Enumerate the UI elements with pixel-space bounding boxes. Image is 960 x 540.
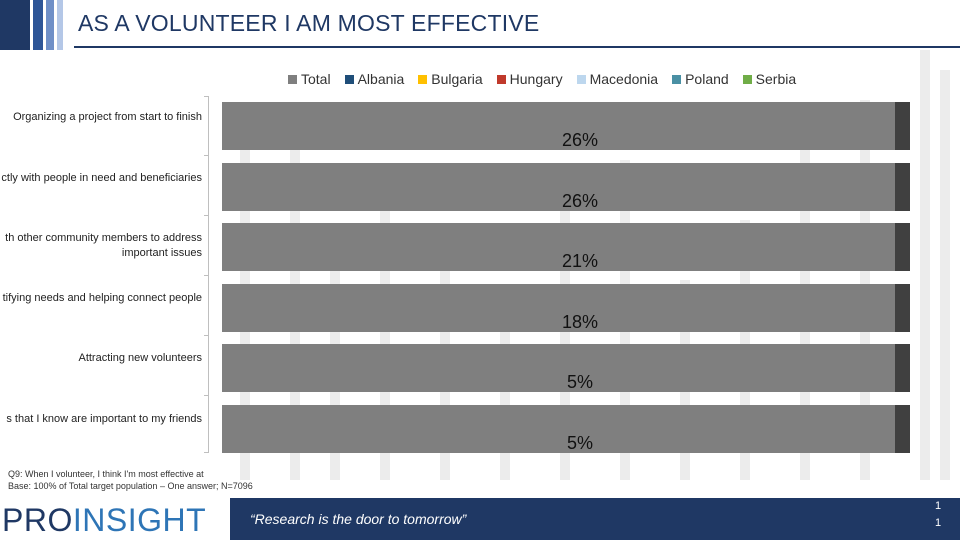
category-label: s that I know are important to my friend…	[6, 413, 202, 425]
legend-item: Albania	[344, 70, 405, 88]
bar-total	[222, 284, 895, 332]
category-label: Attracting new volunteers	[78, 352, 202, 364]
logo-text-pro: PRO	[2, 502, 73, 538]
bar-segment-end	[895, 405, 910, 453]
legend-swatch	[496, 74, 506, 84]
legend-label: Poland	[685, 71, 729, 87]
category-label: Organizing a project from start to finis…	[13, 111, 202, 123]
axis-tick	[204, 395, 209, 396]
axis-tick	[204, 275, 209, 276]
tagline: “Research is the door to tomorrow”	[250, 511, 467, 527]
corner-accent	[46, 0, 54, 50]
legend-swatch	[288, 74, 297, 84]
legend-item: Macedonia	[576, 70, 659, 88]
logo-text-insight: INSIGHT	[72, 502, 207, 538]
question-note: Q9: When I volunteer, I think I'm most e…	[8, 469, 204, 479]
bar-segment-end	[895, 284, 910, 332]
legend-swatch	[418, 74, 428, 84]
legend-item: Serbia	[742, 70, 797, 88]
legend-label: Macedonia	[589, 71, 659, 87]
category-axis	[208, 96, 209, 452]
bar-total	[222, 223, 895, 271]
category-label: tifying needs and helping connect people	[2, 292, 202, 304]
bar-segment-end	[895, 102, 910, 150]
page-title: AS A VOLUNTEER I AM MOST EFFECTIVE	[78, 10, 540, 36]
legend-item: Poland	[672, 70, 729, 88]
bar-total	[222, 163, 895, 211]
page-number: 1	[934, 500, 942, 512]
bar-segment-end	[895, 223, 910, 271]
data-label: 26%	[561, 130, 599, 150]
legend-label: Albania	[357, 71, 405, 87]
legend-item: Total	[288, 70, 331, 88]
legend-label: Total	[301, 71, 331, 87]
bar-segment-end	[895, 163, 910, 211]
base-note: Base: 100% of Total target population – …	[8, 481, 253, 491]
bar-total	[222, 344, 895, 392]
data-label: 5%	[566, 433, 593, 453]
axis-tick	[204, 335, 209, 336]
axis-tick	[204, 155, 209, 156]
data-label: 5%	[566, 372, 593, 392]
legend-item: Bulgaria	[418, 70, 483, 88]
corner-accent	[33, 0, 43, 50]
legend-swatch	[576, 74, 586, 84]
legend-label: Hungary	[509, 71, 563, 87]
bar-total	[222, 102, 895, 150]
axis-tick	[204, 215, 209, 216]
footer-bar	[230, 498, 960, 540]
axis-tick	[204, 96, 209, 97]
legend-swatch	[344, 74, 354, 84]
legend-label: Serbia	[755, 71, 797, 87]
data-label: 21%	[561, 251, 599, 271]
chart-legend: Total Albania Bulgaria Hungary Macedonia…	[288, 70, 796, 88]
legend-swatch	[672, 74, 682, 84]
category-label: th other community members to address im…	[5, 232, 202, 259]
corner-accent	[57, 0, 63, 50]
header-rule	[74, 46, 960, 48]
legend-swatch	[742, 74, 752, 84]
legend-item: Hungary	[496, 70, 563, 88]
corner-accent	[0, 0, 30, 50]
data-label: 18%	[561, 312, 599, 332]
axis-tick	[204, 452, 209, 453]
proinsight-logo: PROINSIGHT	[2, 502, 206, 538]
bar-total	[222, 405, 895, 453]
data-label: 26%	[561, 191, 599, 211]
bar-segment-end	[895, 344, 910, 392]
legend-label: Bulgaria	[431, 71, 483, 87]
category-label: ctly with people in need and beneficiari…	[1, 172, 202, 184]
page-number: 1	[934, 517, 942, 529]
